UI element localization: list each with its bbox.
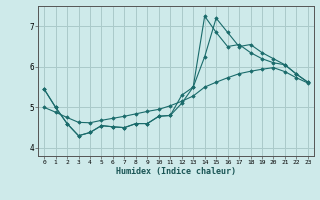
X-axis label: Humidex (Indice chaleur): Humidex (Indice chaleur) xyxy=(116,167,236,176)
